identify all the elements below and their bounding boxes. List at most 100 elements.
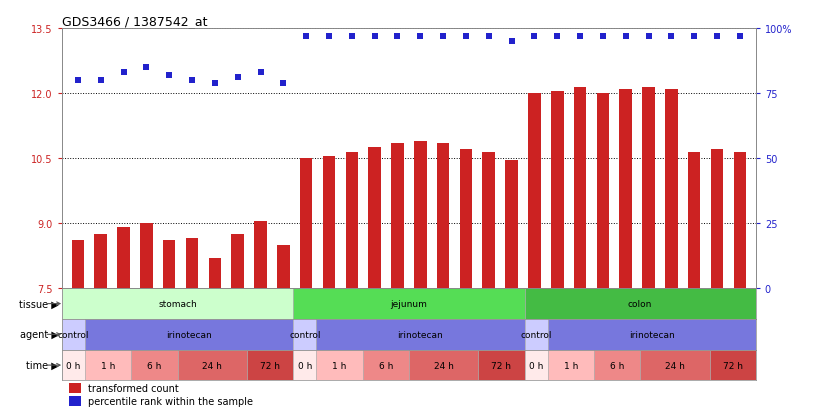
Bar xyxy=(131,350,178,380)
Text: 1 h: 1 h xyxy=(332,361,347,370)
Bar xyxy=(163,241,175,289)
Point xyxy=(94,78,107,84)
Point xyxy=(186,78,199,84)
Point xyxy=(528,33,541,40)
Bar xyxy=(247,350,293,380)
Point xyxy=(391,33,404,40)
Bar xyxy=(525,350,548,380)
Point xyxy=(368,33,382,40)
Point xyxy=(208,80,221,87)
Bar xyxy=(478,350,525,380)
Bar xyxy=(178,350,247,380)
Point xyxy=(322,33,335,40)
Text: 1 h: 1 h xyxy=(563,361,578,370)
Bar xyxy=(620,90,632,289)
Bar xyxy=(437,144,449,289)
Bar xyxy=(525,289,756,319)
Bar xyxy=(85,350,131,380)
Bar xyxy=(69,396,82,406)
Text: irinotecan: irinotecan xyxy=(166,330,212,339)
Bar xyxy=(231,235,244,289)
Bar xyxy=(62,350,85,380)
Bar xyxy=(688,152,700,289)
Text: 72 h: 72 h xyxy=(491,361,511,370)
Bar xyxy=(368,148,381,289)
Bar xyxy=(409,350,478,380)
Bar xyxy=(548,350,594,380)
Text: 0 h: 0 h xyxy=(297,361,312,370)
Text: time ▶: time ▶ xyxy=(26,360,59,370)
Point xyxy=(596,33,610,40)
Text: 72 h: 72 h xyxy=(260,361,280,370)
Bar xyxy=(72,241,84,289)
Point xyxy=(710,33,724,40)
Point xyxy=(436,33,449,40)
Text: 6 h: 6 h xyxy=(610,361,624,370)
Bar xyxy=(277,245,290,289)
Point xyxy=(277,80,290,87)
Bar xyxy=(482,152,495,289)
Point xyxy=(117,70,131,76)
Bar xyxy=(300,159,312,289)
Bar xyxy=(94,235,107,289)
Text: irinotecan: irinotecan xyxy=(397,330,444,339)
Bar xyxy=(551,92,563,289)
Bar xyxy=(186,239,198,289)
Text: 24 h: 24 h xyxy=(202,361,222,370)
Text: irinotecan: irinotecan xyxy=(629,330,675,339)
Bar xyxy=(293,319,316,350)
Bar xyxy=(69,383,82,393)
Bar xyxy=(574,87,586,289)
Bar xyxy=(323,157,335,289)
Point xyxy=(254,70,267,76)
Bar xyxy=(459,150,472,289)
Bar xyxy=(710,350,756,380)
Bar xyxy=(140,223,153,289)
Point xyxy=(620,33,633,40)
Bar xyxy=(345,152,358,289)
Point xyxy=(482,33,496,40)
Point xyxy=(163,72,176,79)
Text: 0 h: 0 h xyxy=(529,361,544,370)
Bar xyxy=(392,144,404,289)
Bar xyxy=(548,319,756,350)
Bar xyxy=(293,289,525,319)
Text: 24 h: 24 h xyxy=(665,361,685,370)
Text: GDS3466 / 1387542_at: GDS3466 / 1387542_at xyxy=(62,15,207,28)
Point xyxy=(733,33,747,40)
Text: 24 h: 24 h xyxy=(434,361,453,370)
Bar xyxy=(665,90,677,289)
Bar xyxy=(293,350,316,380)
Text: colon: colon xyxy=(628,299,653,309)
Bar xyxy=(62,319,85,350)
Bar xyxy=(85,319,293,350)
Text: 0 h: 0 h xyxy=(66,361,81,370)
Bar xyxy=(640,350,710,380)
Point xyxy=(71,78,84,84)
Text: control: control xyxy=(58,330,89,339)
Text: jejunum: jejunum xyxy=(391,299,427,309)
Text: tissue ▶: tissue ▶ xyxy=(19,299,59,309)
Point xyxy=(300,33,313,40)
Bar xyxy=(525,319,548,350)
Text: 72 h: 72 h xyxy=(723,361,743,370)
Text: agent ▶: agent ▶ xyxy=(20,330,59,339)
Bar xyxy=(506,161,518,289)
Point xyxy=(687,33,700,40)
Point xyxy=(642,33,655,40)
Bar xyxy=(596,94,609,289)
Point xyxy=(414,33,427,40)
Bar xyxy=(254,221,267,289)
Text: 1 h: 1 h xyxy=(101,361,116,370)
Bar xyxy=(594,350,640,380)
Bar xyxy=(316,350,363,380)
Bar xyxy=(316,319,525,350)
Bar xyxy=(528,94,541,289)
Bar xyxy=(363,350,409,380)
Bar xyxy=(733,152,746,289)
Point xyxy=(345,33,358,40)
Point xyxy=(505,38,518,45)
Bar xyxy=(414,141,426,289)
Point xyxy=(459,33,472,40)
Text: stomach: stomach xyxy=(159,299,197,309)
